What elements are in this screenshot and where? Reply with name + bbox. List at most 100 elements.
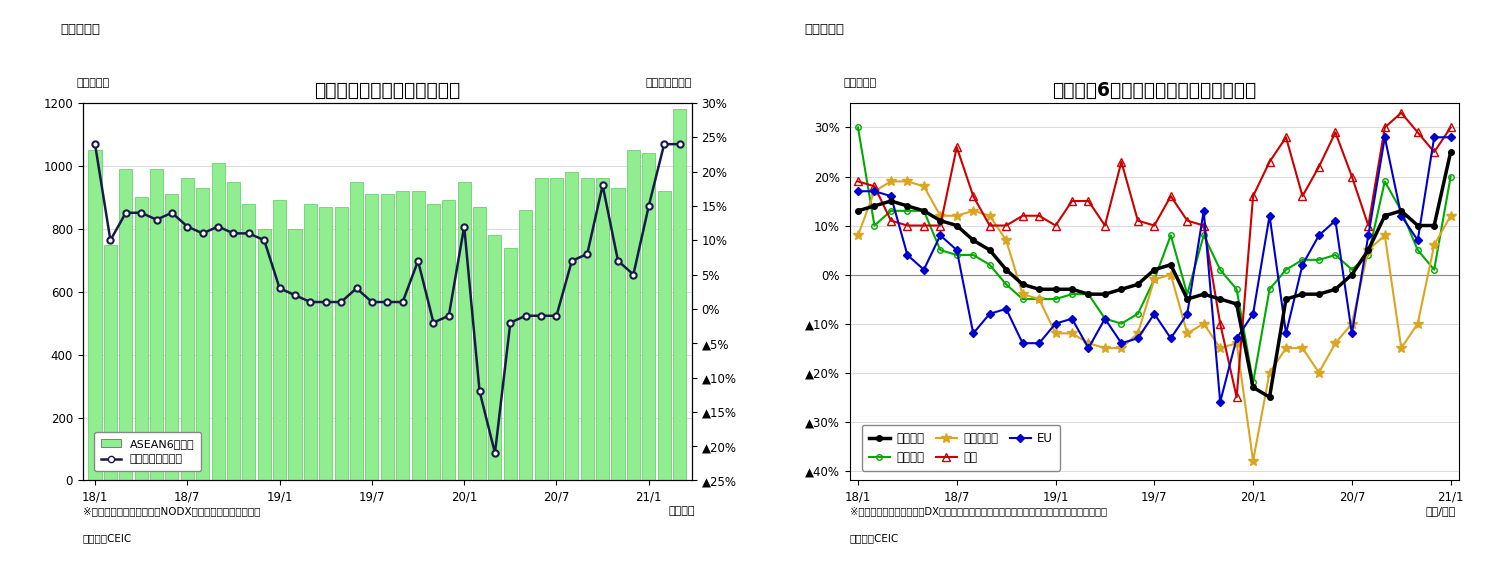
東南アジア — [1096, 345, 1114, 352]
Bar — [381, 194, 394, 480]
Title: アセアン6カ国　仕向け地別の輸出動向: アセアン6カ国 仕向け地別の輸出動向 — [1053, 81, 1256, 100]
Text: （図表２）: （図表２） — [805, 23, 845, 36]
東アジア — [1047, 296, 1065, 303]
東アジア — [1327, 252, 1345, 259]
EU — [1426, 134, 1444, 141]
Text: （図表１）: （図表１） — [60, 23, 101, 36]
Bar — [596, 178, 609, 480]
東アジア — [1244, 379, 1262, 386]
東南アジア — [1063, 330, 1081, 337]
Bar — [519, 210, 532, 480]
東アジア — [865, 222, 883, 229]
Bar — [566, 172, 579, 480]
EU — [1409, 237, 1427, 244]
Text: （資料）CEIC: （資料）CEIC — [83, 533, 132, 543]
輸出全体 — [1327, 286, 1345, 293]
東南アジア — [1194, 320, 1212, 327]
東アジア — [1014, 296, 1032, 303]
北米 — [1327, 129, 1345, 136]
EU — [1277, 330, 1295, 337]
Text: （前年同月比）: （前年同月比） — [645, 78, 692, 88]
北米 — [1227, 394, 1245, 400]
輸出全体 — [1014, 281, 1032, 288]
北米 — [1211, 320, 1229, 327]
北米 — [1393, 109, 1411, 116]
東アジア — [881, 208, 899, 214]
Bar — [457, 181, 471, 480]
北米 — [1146, 222, 1164, 229]
東南アジア — [964, 208, 982, 214]
輸出全体 — [1113, 286, 1131, 293]
Bar — [150, 169, 162, 480]
Bar — [274, 201, 286, 480]
輸出全体 — [1343, 271, 1361, 278]
EU — [1327, 217, 1345, 224]
輸出全体 — [981, 247, 999, 253]
輸出全体 — [1030, 286, 1048, 293]
EU — [1343, 330, 1361, 337]
EU — [1047, 320, 1065, 327]
Text: ※シンガポールの輸出額はNODX（石油と再輸出除く）。: ※シンガポールの輸出額はNODX（石油と再輸出除く）。 — [83, 506, 260, 516]
東南アジア — [914, 183, 932, 190]
輸出全体 — [914, 208, 932, 214]
EU — [1146, 311, 1164, 317]
Bar — [672, 109, 686, 480]
東アジア — [1409, 247, 1427, 253]
EU — [1063, 315, 1081, 322]
EU — [1260, 212, 1278, 219]
EU — [931, 232, 949, 239]
Bar — [627, 150, 639, 480]
EU — [898, 252, 916, 259]
輸出全体 — [964, 237, 982, 244]
北米 — [1277, 134, 1295, 141]
Legend: ASEAN6カ国計, 増加率（右目盛）: ASEAN6カ国計, 増加率（右目盛） — [95, 432, 202, 471]
東南アジア — [1113, 345, 1131, 352]
北米 — [981, 222, 999, 229]
北米 — [1161, 193, 1179, 200]
Text: （資料）CEIC: （資料）CEIC — [850, 533, 899, 543]
東アジア — [981, 261, 999, 268]
輸出全体 — [1376, 212, 1394, 219]
輸出全体 — [1063, 286, 1081, 293]
東アジア — [1113, 320, 1131, 327]
EU — [1393, 212, 1411, 219]
東南アジア — [948, 212, 966, 219]
輸出全体 — [1047, 286, 1065, 293]
Text: （年月）: （年月） — [668, 506, 695, 516]
東アジア — [997, 281, 1015, 288]
北米 — [898, 222, 916, 229]
EU — [1293, 261, 1311, 268]
東南アジア — [1293, 345, 1311, 352]
北米 — [1080, 197, 1098, 204]
東南アジア — [1343, 320, 1361, 327]
EU — [1161, 335, 1179, 341]
東南アジア — [848, 232, 866, 239]
輸出全体 — [1211, 296, 1229, 303]
東アジア — [1310, 256, 1328, 263]
Bar — [534, 178, 547, 480]
Bar — [89, 150, 102, 480]
東アジア — [1030, 296, 1048, 303]
北米 — [931, 222, 949, 229]
北米 — [1178, 217, 1196, 224]
東アジア — [1360, 252, 1378, 259]
東南アジア — [1442, 212, 1460, 219]
東アジア — [1080, 291, 1098, 297]
北米 — [1310, 163, 1328, 170]
東アジア — [898, 208, 916, 214]
東アジア — [1178, 291, 1196, 297]
EU — [948, 247, 966, 253]
Bar — [581, 178, 594, 480]
東アジア — [1161, 232, 1179, 239]
東南アジア — [1277, 345, 1295, 352]
北米 — [1194, 222, 1212, 229]
EU — [1080, 345, 1098, 352]
東南アジア — [997, 237, 1015, 244]
Bar — [365, 194, 379, 480]
輸出全体 — [1161, 261, 1179, 268]
東南アジア — [1178, 330, 1196, 337]
Bar — [242, 204, 256, 480]
北米 — [1030, 212, 1048, 219]
Line: 東南アジア: 東南アジア — [853, 177, 1456, 466]
EU — [1096, 315, 1114, 322]
